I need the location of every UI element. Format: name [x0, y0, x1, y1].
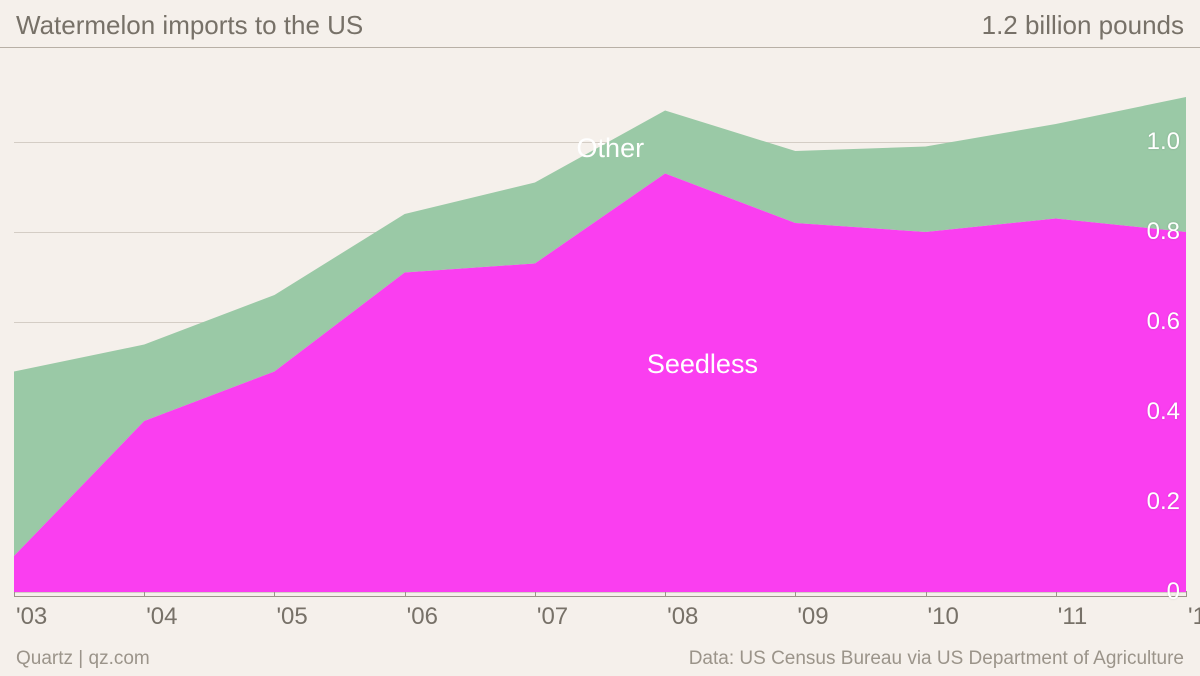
x-axis: '03'04'05'06'07'08'09'10'11'12 — [14, 596, 1186, 640]
source-left: Quartz | qz.com — [16, 648, 150, 670]
chart-title: Watermelon imports to the US — [16, 10, 363, 41]
x-tick-label: '10 — [928, 603, 959, 631]
y-tick-label: 0.4 — [1147, 398, 1180, 426]
x-tick-label: '05 — [276, 603, 307, 631]
y-tick-label: 0.8 — [1147, 218, 1180, 246]
chart-footer: Quartz | qz.com Data: US Census Bureau v… — [16, 648, 1184, 670]
x-tick-label: '09 — [797, 603, 828, 631]
x-tick-label: '11 — [1058, 603, 1088, 631]
x-tick-label: '03 — [16, 603, 47, 631]
chart-units: 1.2 billion pounds — [982, 10, 1184, 41]
x-tick — [1186, 591, 1187, 597]
y-tick-label: 0.6 — [1147, 308, 1180, 336]
source-right: Data: US Census Bureau via US Department… — [689, 648, 1184, 670]
y-tick-label: 0.2 — [1147, 488, 1180, 516]
x-tick-label: '04 — [146, 603, 177, 631]
x-tick-label: '12 — [1188, 603, 1200, 631]
y-tick-label: 1.0 — [1147, 128, 1180, 156]
y-tick-label: 0 — [1167, 578, 1180, 606]
gridline — [14, 592, 1186, 593]
x-tick-label: '07 — [537, 603, 568, 631]
chart-container: Watermelon imports to the US 1.2 billion… — [0, 0, 1200, 676]
series-label-seedless: Seedless — [647, 349, 758, 380]
x-tick-label: '06 — [407, 603, 438, 631]
x-tick-label: '08 — [667, 603, 698, 631]
chart-header: Watermelon imports to the US 1.2 billion… — [0, 0, 1200, 48]
plot-area: 00.20.40.60.81.0SeedlessOther — [14, 52, 1186, 592]
series-label-other: Other — [577, 133, 645, 164]
